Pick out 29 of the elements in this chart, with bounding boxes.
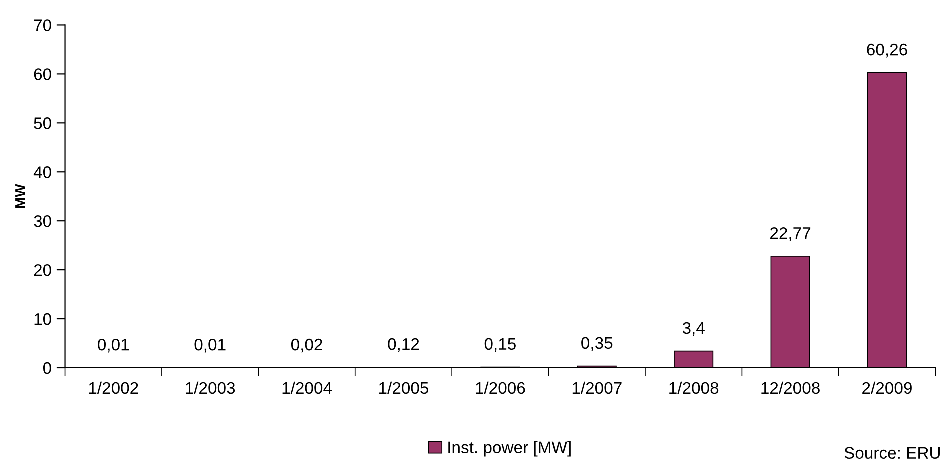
x-tick-label: 1/2005 [380,382,429,394]
y-tick-label: 0 [43,362,52,374]
y-tick-label: 40 [34,166,52,178]
data-label: 0,15 [484,338,516,352]
legend-label: Inst. power [MW] [448,441,571,457]
x-tick-label: 1/2002 [89,382,138,394]
data-label: 0,02 [291,338,322,353]
y-axis-title: MW [16,184,26,208]
y-tick-label: 60 [34,68,52,80]
y-tick-label: 50 [34,118,52,130]
data-label: 22,77 [770,228,811,242]
y-tick-label: 70 [34,20,52,32]
x-tick-label: 1/2007 [572,382,622,394]
x-tick-label: 1/2004 [282,382,332,394]
x-tick-label: 1/2006 [476,382,526,394]
data-label: 3,4 [682,322,705,336]
source-note: Source: ERU [844,447,940,460]
x-tick-label: 1/2003 [186,382,236,394]
data-label: 0,12 [388,338,420,352]
data-label: 0,01 [98,338,130,353]
x-tick-label: 2/2009 [862,382,912,394]
y-tick-label: 20 [34,264,52,276]
y-tick-label: 30 [34,215,52,228]
y-tick-label: 10 [34,313,52,326]
data-label: 0,01 [194,338,226,353]
data-label: 0,35 [582,337,613,352]
data-label: 60,26 [867,44,908,58]
x-tick-label: 1/2008 [670,382,719,394]
x-tick-label: 12/2008 [762,382,820,394]
